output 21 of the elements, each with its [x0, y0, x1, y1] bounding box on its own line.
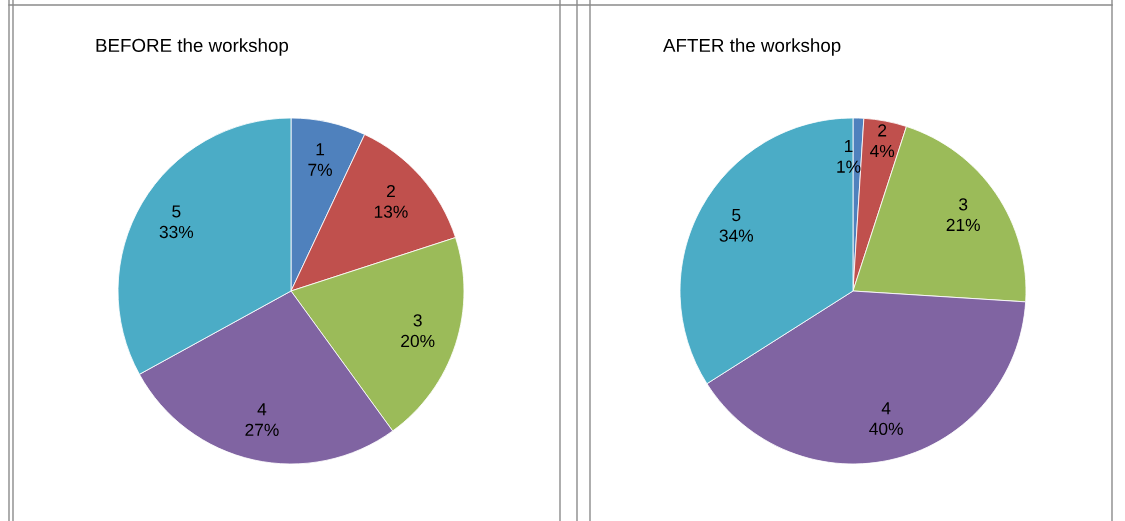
slice-label: 5 — [732, 209, 741, 222]
slice-label: 3 — [413, 314, 422, 327]
chart-title: BEFORE the workshop — [96, 38, 289, 56]
slice-label: 2 — [878, 124, 887, 137]
slice-label: 4 — [257, 403, 267, 416]
slice-label: 5 — [172, 205, 181, 218]
data-label: 33% — [159, 225, 194, 239]
slice-label: 1 — [845, 140, 853, 153]
data-label: 34% — [719, 229, 754, 242]
data-label: 7% — [308, 163, 332, 176]
data-label: 40% — [869, 422, 903, 435]
slice-label: 3 — [959, 198, 968, 211]
slice-label: 4 — [881, 402, 891, 415]
slice-label: 2 — [386, 184, 395, 198]
data-label: 13% — [374, 205, 408, 218]
slice-label: 1 — [316, 143, 325, 156]
data-label: 27% — [245, 423, 279, 436]
data-label: 21% — [946, 218, 980, 232]
data-label: 20% — [401, 334, 435, 348]
chart-title: AFTER the workshop — [663, 38, 841, 56]
data-label: 4% — [870, 144, 895, 158]
